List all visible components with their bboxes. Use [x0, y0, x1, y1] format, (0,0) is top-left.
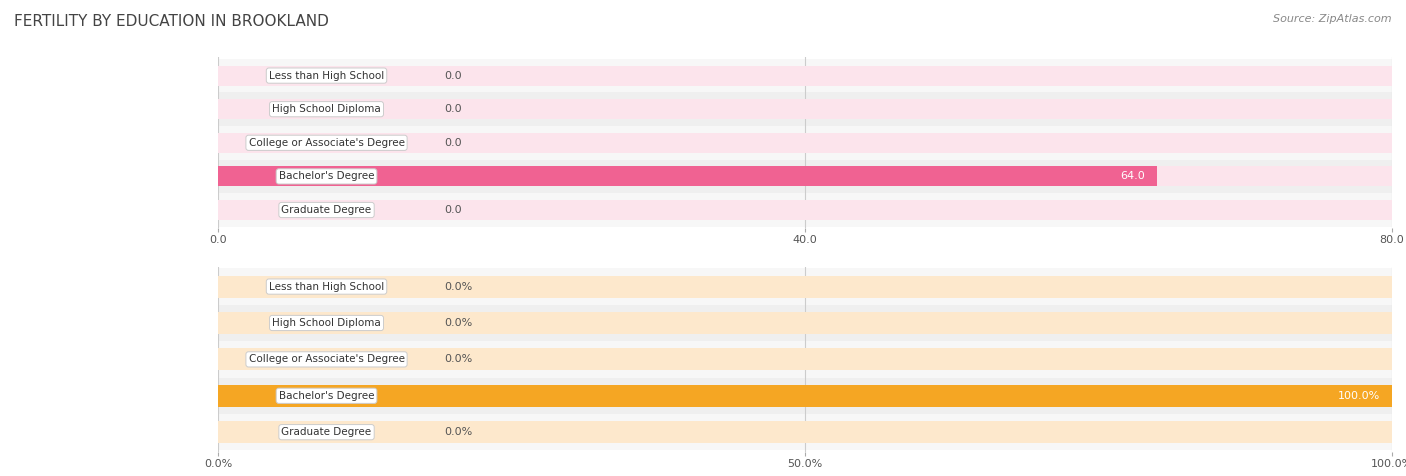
Bar [218, 377, 1392, 414]
Text: Bachelor's Degree: Bachelor's Degree [278, 171, 374, 181]
Bar [218, 312, 1392, 334]
Bar [218, 92, 1392, 126]
Bar [218, 99, 1392, 119]
Bar [218, 341, 1392, 377]
Text: FERTILITY BY EDUCATION IN BROOKLAND: FERTILITY BY EDUCATION IN BROOKLAND [14, 14, 329, 30]
Text: 64.0: 64.0 [1121, 171, 1146, 181]
Text: Source: ZipAtlas.com: Source: ZipAtlas.com [1274, 14, 1392, 24]
Bar [218, 200, 1392, 220]
Bar [218, 421, 1392, 443]
Bar [218, 385, 1392, 407]
Text: 0.0: 0.0 [444, 138, 463, 148]
Bar [218, 166, 1157, 187]
Text: 0.0%: 0.0% [444, 427, 472, 437]
Bar [218, 268, 1392, 305]
Text: 100.0%: 100.0% [1339, 391, 1381, 401]
Bar [218, 385, 1392, 407]
Text: College or Associate's Degree: College or Associate's Degree [249, 354, 405, 365]
Bar [218, 59, 1392, 92]
Text: Less than High School: Less than High School [269, 282, 384, 292]
Bar [218, 66, 1392, 86]
Text: 0.0%: 0.0% [444, 318, 472, 328]
Bar [218, 133, 1392, 153]
Text: 0.0: 0.0 [444, 205, 463, 215]
Text: 0.0%: 0.0% [444, 354, 472, 365]
Text: 0.0: 0.0 [444, 104, 463, 114]
Bar [218, 305, 1392, 341]
Text: 0.0: 0.0 [444, 70, 463, 80]
Bar [218, 414, 1392, 450]
Text: High School Diploma: High School Diploma [273, 104, 381, 114]
Text: Graduate Degree: Graduate Degree [281, 427, 371, 437]
Text: Bachelor's Degree: Bachelor's Degree [278, 391, 374, 401]
Bar [218, 166, 1392, 187]
Text: High School Diploma: High School Diploma [273, 318, 381, 328]
Text: 0.0%: 0.0% [444, 282, 472, 292]
Bar [218, 193, 1392, 227]
Bar [218, 348, 1392, 370]
Text: Less than High School: Less than High School [269, 70, 384, 80]
Text: College or Associate's Degree: College or Associate's Degree [249, 138, 405, 148]
Bar [218, 126, 1392, 159]
Text: Graduate Degree: Graduate Degree [281, 205, 371, 215]
Bar [218, 159, 1392, 193]
Bar [218, 276, 1392, 298]
